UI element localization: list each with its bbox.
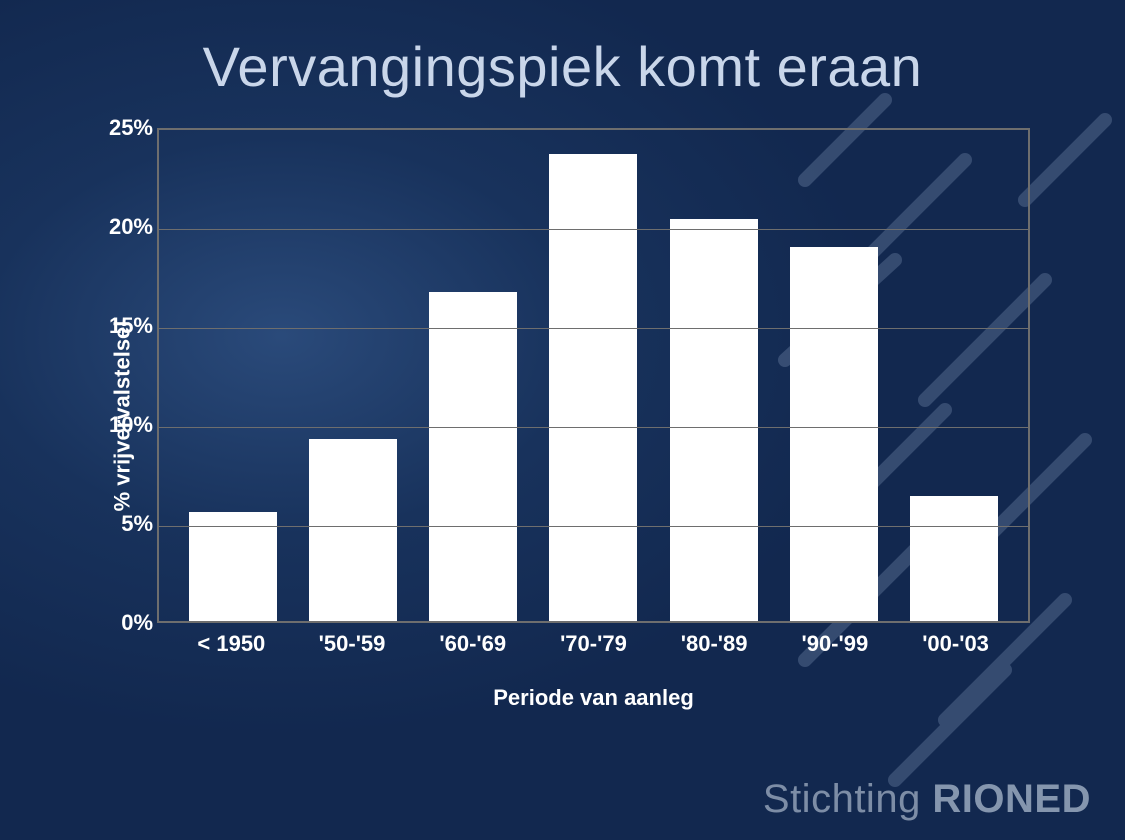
bar <box>189 512 277 621</box>
footer-text-bold: RIONED <box>932 777 1091 821</box>
y-tick-label: 10% <box>95 412 153 438</box>
footer-logo: Stichting RIONED <box>763 777 1091 822</box>
x-tick-label: '70-'79 <box>549 631 637 663</box>
bar <box>790 247 878 621</box>
plot-area <box>157 128 1030 623</box>
slide: Vervangingspiek komt eraan % vrijvervals… <box>0 0 1125 840</box>
bar <box>429 292 517 621</box>
x-tick-label: '60-'69 <box>429 631 517 663</box>
x-axis-label: Periode van aanleg <box>157 685 1030 711</box>
x-tick-label: '50-'59 <box>308 631 396 663</box>
bar <box>549 154 637 621</box>
y-tick-label: 25% <box>95 115 153 141</box>
grid-line <box>159 229 1028 230</box>
grid-line <box>159 427 1028 428</box>
bar <box>910 496 998 621</box>
slide-title: Vervangingspiek komt eraan <box>0 34 1125 99</box>
y-tick-label: 15% <box>95 313 153 339</box>
bars-container <box>159 130 1028 621</box>
bar <box>670 219 758 621</box>
x-tick-label: '00-'03 <box>912 631 1000 663</box>
y-tick-label: 0% <box>95 610 153 636</box>
grid-line <box>159 328 1028 329</box>
y-tick-label: 20% <box>95 214 153 240</box>
x-tick-label: '80-'89 <box>670 631 758 663</box>
chart: % vrijvervalstelsel 0%5%10%15%20%25% < 1… <box>85 128 1030 703</box>
bar <box>309 439 397 621</box>
x-tick-label: '90-'99 <box>791 631 879 663</box>
x-tick-label: < 1950 <box>187 631 275 663</box>
x-ticks: < 1950 '50-'59 '60-'69 '70-'79 '80-'89 '90-'9… <box>157 631 1030 663</box>
grid-line <box>159 526 1028 527</box>
y-tick-label: 5% <box>95 511 153 537</box>
footer-text-light: Stichting <box>763 777 933 821</box>
